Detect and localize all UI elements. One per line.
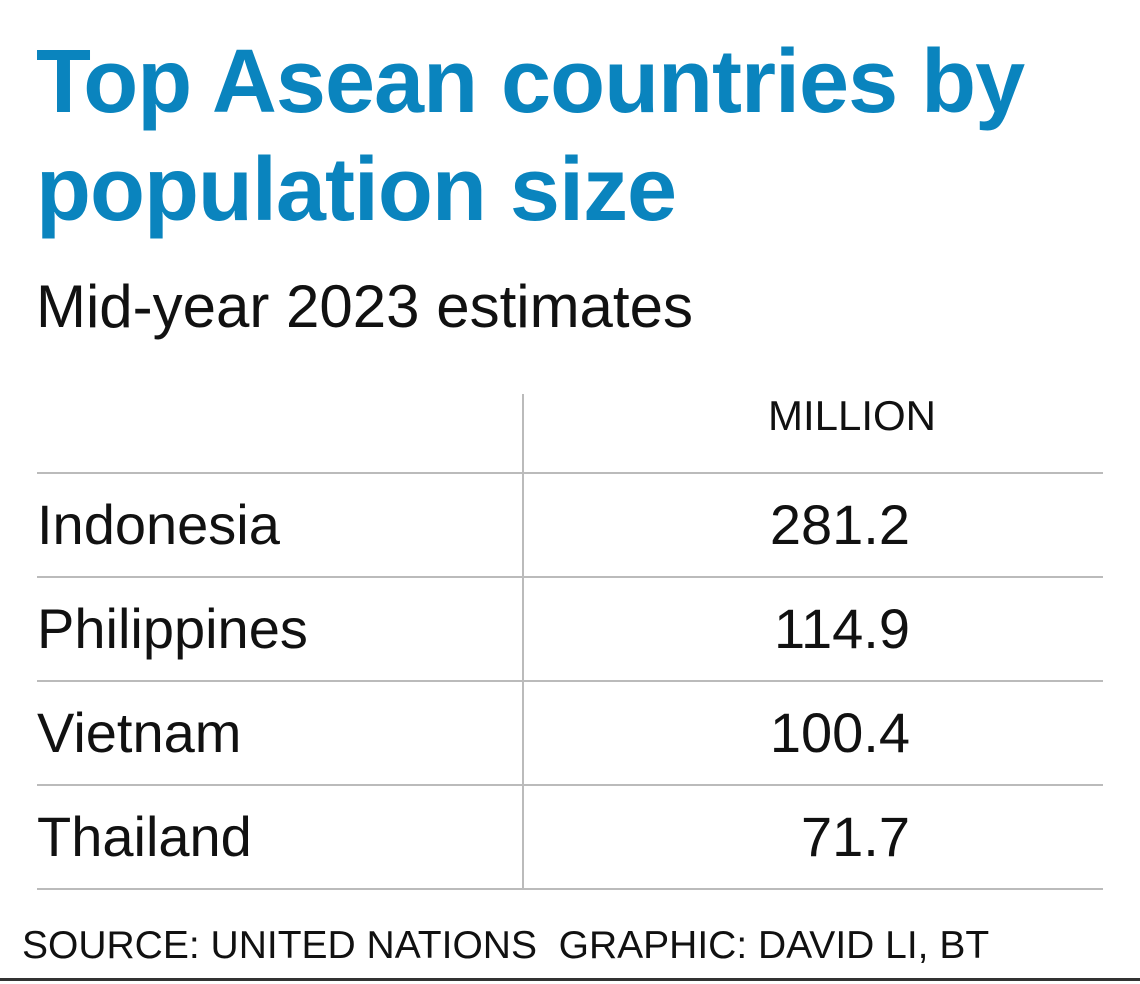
subtitle: Mid-year 2023 estimates bbox=[36, 273, 693, 340]
row-rule bbox=[37, 680, 1103, 682]
country: Indonesia bbox=[37, 493, 280, 556]
bottom-rule bbox=[0, 978, 1140, 981]
column-header: MILLION bbox=[767, 392, 936, 439]
country: Philippines bbox=[37, 597, 308, 660]
footer: SOURCE: UNITED NATIONS GRAPHIC: DAVID LI… bbox=[22, 924, 989, 968]
row-rule bbox=[37, 784, 1103, 786]
credit: GRAPHIC: DAVID LI, BT bbox=[558, 924, 990, 967]
source: SOURCE: UNITED NATIONS bbox=[22, 924, 537, 967]
title: Top Asean countries by population size bbox=[36, 32, 1025, 240]
population: 100.4 bbox=[769, 701, 910, 764]
row-rule bbox=[37, 472, 1103, 474]
population: 71.7 bbox=[801, 805, 910, 868]
population: 114.9 bbox=[774, 597, 910, 660]
divider bbox=[522, 394, 524, 890]
country: Vietnam bbox=[37, 701, 242, 764]
row-rule bbox=[37, 576, 1103, 578]
population: 281.2 bbox=[769, 493, 910, 556]
row-rule bbox=[37, 888, 1103, 890]
country: Thailand bbox=[37, 805, 252, 868]
